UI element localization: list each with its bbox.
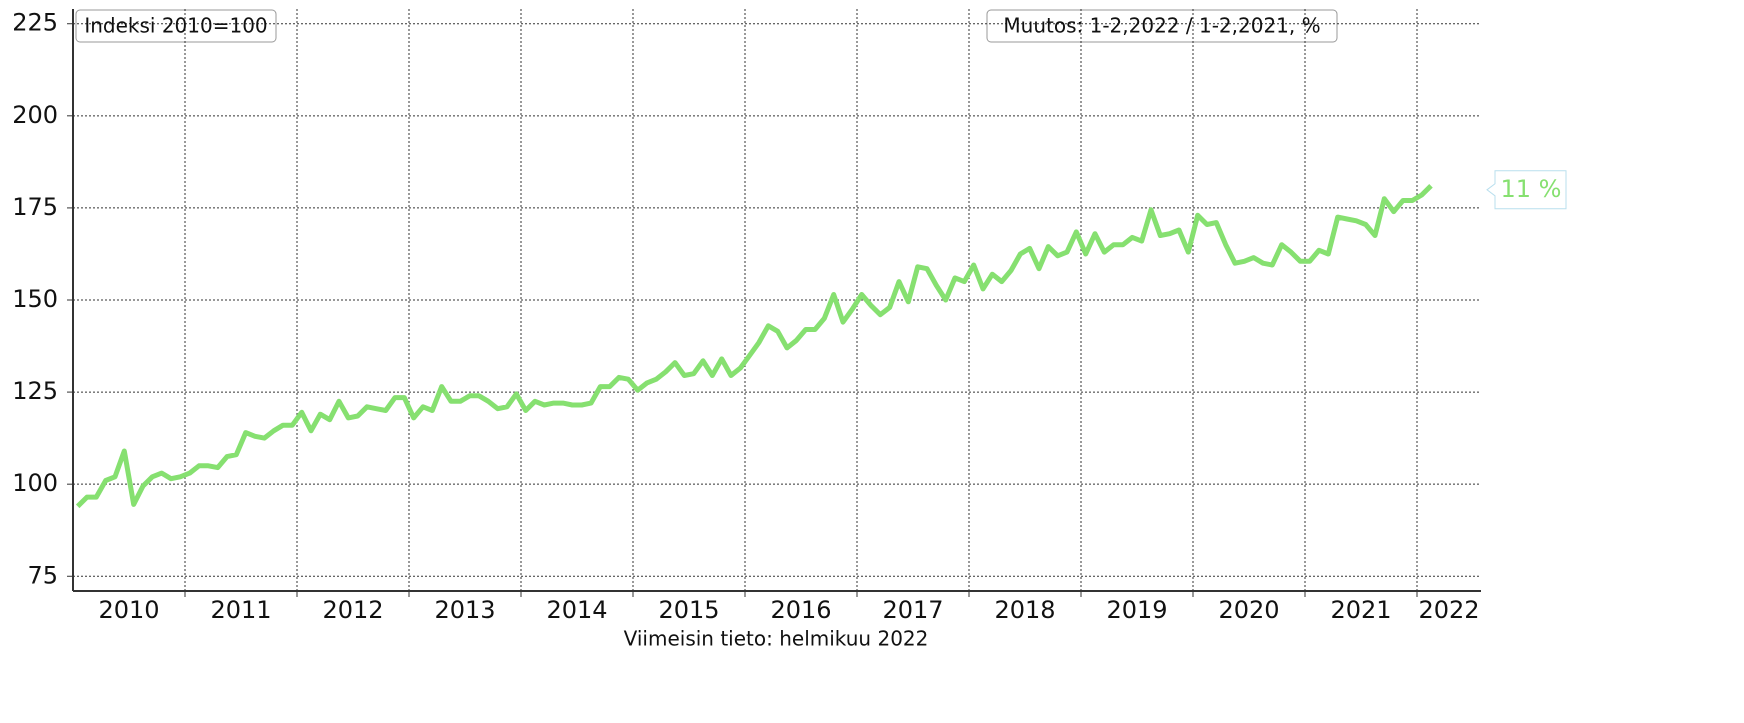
x-tick-label: 2020 [1218,596,1279,624]
x-tick-label: 2016 [770,596,831,624]
y-tick-label: 150 [12,285,58,313]
x-tick-label: 2012 [322,596,383,624]
x-tick-label: 2019 [1106,596,1167,624]
x-tick-label: 2021 [1330,596,1391,624]
value-label: 11 % [1501,175,1562,203]
x-tick-label: 2017 [882,596,943,624]
annotation: Indeksi 2010=100 [84,14,267,38]
x-axis-label: Viimeisin tieto: helmikuu 2022 [624,627,929,651]
x-tick-label: 2013 [434,596,495,624]
y-tick-label: 225 [12,9,58,37]
x-tick-label: 2015 [658,596,719,624]
y-tick-label: 175 [12,193,58,221]
y-tick-label: 75 [27,561,58,589]
annotation: Muutos: 1-2,2022 / 1-2,2021, % [1003,14,1320,38]
value-label-box [1486,170,1567,210]
annotation-box [75,9,277,43]
y-tick-label: 100 [12,469,58,497]
annotation-box [986,9,1338,43]
y-tick-label: 200 [12,101,58,129]
x-tick-label: 2018 [994,596,1055,624]
x-tick-label: 2011 [210,596,271,624]
y-tick-label: 125 [12,377,58,405]
x-tick-label: 2010 [98,596,159,624]
x-tick-label: 2022 [1418,596,1479,624]
data-line [75,184,1433,509]
x-tick-label: 2014 [546,596,607,624]
